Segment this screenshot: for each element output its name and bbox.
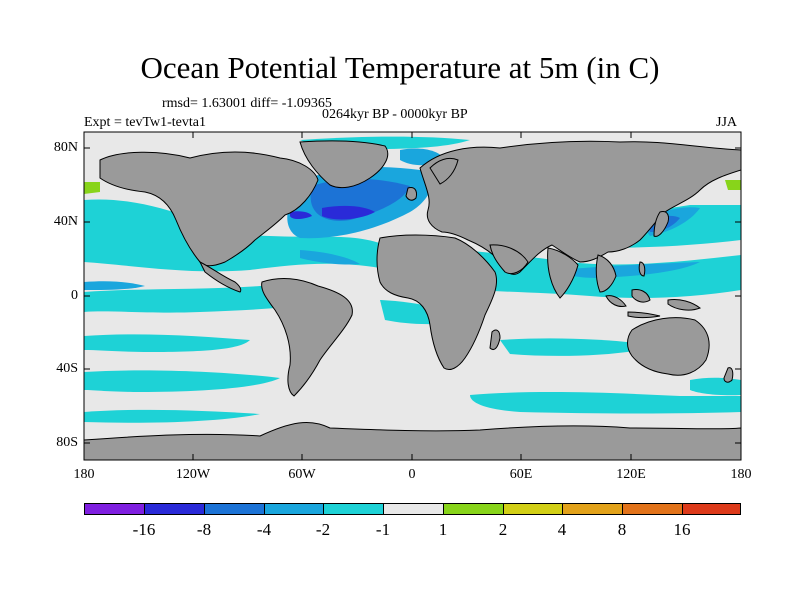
landmass-australia: [627, 317, 710, 376]
colorbar-swatch: [503, 503, 563, 515]
landmass-indochina: [595, 254, 617, 293]
colorbar-swatch: [264, 503, 324, 515]
y-tick-label: 40S: [56, 361, 78, 376]
landmass-arabia: [489, 244, 529, 275]
landmass-north-america: [99, 151, 319, 267]
landmass-british-isles: [405, 187, 417, 201]
landmass-greenland: [299, 140, 389, 189]
landmass-japan: [653, 211, 669, 237]
x-tick-label: 180: [730, 467, 752, 482]
x-tick-label: 0: [408, 467, 416, 482]
x-tick-label: 60E: [509, 467, 533, 482]
experiment-text: Expt = tevTw1-tevta1: [84, 115, 206, 130]
x-tick-label: 60W: [288, 467, 316, 482]
colorbar-swatch: [144, 503, 205, 515]
map-field: [84, 132, 741, 460]
y-tick-label: 0: [71, 288, 78, 303]
landmass-sumatra: [605, 295, 627, 307]
landmass-central-america: [198, 260, 242, 293]
x-tick-label: 180: [73, 467, 95, 482]
colorbar-swatch: [323, 503, 384, 515]
colorbar-swatch: [84, 503, 145, 515]
landmass-philippines: [638, 261, 646, 277]
cool-anomaly-band-8to16: [290, 205, 375, 220]
colorbar-swatch: [562, 503, 623, 515]
landmass-madagascar: [489, 329, 501, 351]
y-tick-label: 80S: [56, 435, 78, 450]
map-title: Ocean Potential Temperature at 5m (in C): [140, 50, 660, 85]
colorbar-swatch: [383, 503, 444, 515]
colorbar-label: -1: [375, 520, 391, 539]
period-text: 0264kyr BP - 0000kyr BP: [322, 107, 468, 122]
landmass-india: [547, 247, 579, 299]
colorbar-label: -8: [196, 520, 212, 539]
landmass-south-america: [261, 278, 353, 397]
landmass-antarctica: [84, 422, 741, 460]
colorbar-label: -4: [256, 520, 272, 539]
colorbar-swatch: [682, 503, 741, 515]
landmass-scandinavia: [429, 157, 459, 185]
landmass-java: [627, 311, 661, 318]
season-text: JJA: [716, 115, 738, 130]
landmass-borneo: [631, 289, 651, 303]
stats-text: rmsd= 1.63001 diff= -1.09365: [162, 96, 332, 111]
colorbar-label: 16: [673, 520, 691, 539]
landmass-new-zealand: [723, 367, 734, 383]
colorbar-label: -16: [132, 520, 156, 539]
landmass-eurasia: [419, 140, 741, 275]
colorbar-swatch: [204, 503, 265, 515]
colorbar-label: 1: [438, 520, 448, 539]
colorbar-label: -2: [315, 520, 331, 539]
axis-ticks: [83, 132, 742, 460]
landmass-new-guinea: [667, 299, 702, 311]
colorbar-label: 2: [498, 520, 508, 539]
x-tick-label: 120W: [175, 467, 211, 482]
colorbar-label: 8: [617, 520, 627, 539]
colorbar-swatch: [443, 503, 504, 515]
landmasses: [84, 140, 741, 460]
landmass-africa: [376, 234, 498, 371]
y-tick-label: 40N: [53, 214, 78, 229]
y-tick-label: 80N: [53, 140, 78, 155]
x-tick-label: 120E: [616, 467, 646, 482]
colorbar-swatch: [622, 503, 683, 515]
colorbar-label: 4: [557, 520, 567, 539]
